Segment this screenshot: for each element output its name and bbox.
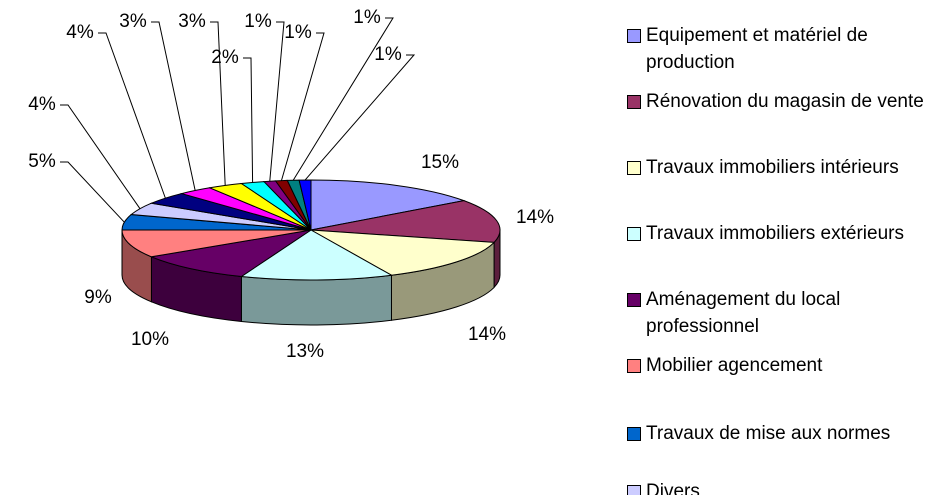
leader-line xyxy=(210,21,226,186)
data-label: 2% xyxy=(211,47,239,68)
data-label: 15% xyxy=(421,152,459,173)
legend-swatch xyxy=(627,227,641,241)
data-label: 9% xyxy=(84,287,112,308)
slice xyxy=(121,229,312,258)
legend-entry: Travaux de mise aux normes xyxy=(627,420,927,447)
legend-label: Travaux immobiliers extérieurs xyxy=(646,223,904,244)
slice xyxy=(310,200,501,243)
data-label: 14% xyxy=(516,207,554,228)
legend-entry: Rénovation du magasin de vente xyxy=(627,88,927,115)
leader-line xyxy=(280,32,325,181)
slice xyxy=(310,179,466,231)
legend-swatch xyxy=(627,485,641,495)
leader-line xyxy=(243,57,254,183)
legend-entry: Aménagement du local professionnel xyxy=(627,286,927,340)
legend-swatch xyxy=(627,95,641,109)
legend-swatch xyxy=(627,29,641,43)
data-label: 3% xyxy=(119,11,147,32)
legend-entry: Travaux immobiliers extérieurs xyxy=(627,220,927,247)
data-label: 10% xyxy=(131,329,169,350)
slice xyxy=(239,229,394,281)
legend-entry: Equipement et matériel de production xyxy=(627,22,927,76)
legend-entry: Mobilier agencement xyxy=(627,352,927,379)
leader-line xyxy=(60,161,125,223)
data-label: 3% xyxy=(178,11,206,32)
legend-label: Rénovation du magasin de vente xyxy=(646,91,924,112)
legend-swatch xyxy=(627,161,641,175)
data-label: 1% xyxy=(284,22,312,43)
data-label: 5% xyxy=(28,151,56,172)
legend-label: Aménagement du local professionnel xyxy=(646,289,841,337)
legend-swatch xyxy=(627,359,641,373)
leader-line xyxy=(269,21,285,182)
legend-entry: Divers xyxy=(627,478,927,495)
legend-label: Divers xyxy=(646,481,700,495)
data-label: 1% xyxy=(374,44,402,65)
leader-line xyxy=(98,32,166,199)
legend-swatch xyxy=(627,293,641,307)
slice xyxy=(310,229,496,276)
legend-label: Mobilier agencement xyxy=(646,355,823,376)
legend-entry: Travaux immobiliers intérieurs xyxy=(627,154,927,181)
legend-label: Travaux de mise aux normes xyxy=(646,423,891,444)
leader-line xyxy=(60,104,141,209)
legend-label: Travaux immobiliers intérieurs xyxy=(646,157,899,178)
data-label: 4% xyxy=(28,94,56,115)
data-label: 13% xyxy=(286,341,324,362)
leader-line xyxy=(304,54,416,181)
legend-label: Equipement et matériel de production xyxy=(646,25,868,73)
data-label: 1% xyxy=(244,11,272,32)
leader-line xyxy=(151,21,196,191)
data-label: 4% xyxy=(66,22,94,43)
pie-area: 15%14%14%13%10%9%5%4%4%3% 3%2%1%1%1%1% xyxy=(28,7,554,362)
data-label: 1% xyxy=(353,7,381,28)
data-label: 14% xyxy=(468,324,506,345)
legend-swatch xyxy=(627,427,641,441)
slice xyxy=(149,229,312,278)
leader-line xyxy=(292,17,394,181)
slice-side xyxy=(240,274,392,326)
